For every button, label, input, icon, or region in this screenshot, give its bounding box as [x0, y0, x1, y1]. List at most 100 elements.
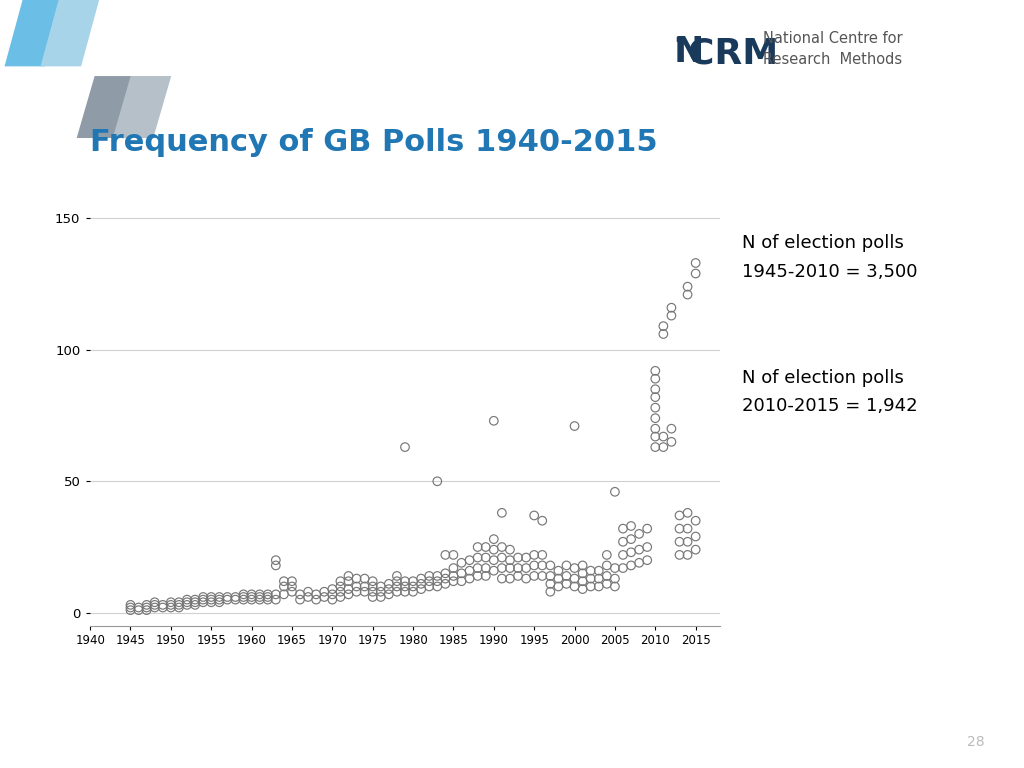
Point	[437, 578, 454, 590]
Point	[308, 588, 325, 601]
Point	[284, 581, 300, 593]
Point	[259, 588, 275, 601]
Point	[267, 588, 284, 601]
Point	[454, 557, 470, 569]
Point	[340, 570, 356, 582]
Text: 28: 28	[968, 735, 985, 749]
Point	[404, 581, 421, 593]
Point	[373, 591, 389, 603]
Point	[155, 599, 171, 611]
Point	[122, 604, 138, 616]
Point	[389, 570, 406, 582]
Point	[413, 572, 429, 584]
Point	[219, 594, 236, 606]
Point	[236, 591, 252, 603]
Point	[462, 554, 478, 566]
Point	[558, 570, 574, 582]
Point	[437, 568, 454, 580]
Point	[655, 320, 672, 333]
Point	[510, 570, 526, 582]
Point	[687, 515, 703, 527]
Point	[526, 509, 543, 521]
Point	[583, 564, 599, 577]
Point	[679, 535, 695, 548]
Point	[259, 594, 275, 606]
Point	[550, 572, 566, 584]
Point	[340, 575, 356, 588]
Point	[252, 594, 268, 606]
Point	[550, 581, 566, 593]
Point	[292, 594, 308, 606]
Point	[203, 591, 219, 603]
Point	[421, 581, 437, 593]
Point	[396, 585, 413, 598]
Point	[664, 422, 680, 435]
Point	[526, 549, 543, 561]
Point	[518, 562, 535, 574]
Point	[259, 591, 275, 603]
Point	[535, 549, 551, 561]
Point	[647, 365, 664, 377]
Point	[186, 594, 203, 606]
Point	[679, 280, 695, 293]
Point	[404, 575, 421, 588]
Point	[647, 383, 664, 396]
Point	[203, 594, 219, 606]
Point	[672, 522, 688, 535]
Point	[687, 531, 703, 543]
Point	[485, 564, 502, 577]
Point	[566, 572, 583, 584]
Point	[454, 568, 470, 580]
Point	[219, 591, 236, 603]
Point	[526, 559, 543, 571]
Point	[122, 601, 138, 614]
Point	[429, 475, 445, 488]
Point	[494, 507, 510, 519]
Point	[679, 549, 695, 561]
Text: 1945-2010 = 3,500: 1945-2010 = 3,500	[742, 263, 918, 280]
Point	[679, 289, 695, 301]
Point	[396, 441, 413, 453]
Point	[494, 541, 510, 553]
Point	[445, 575, 462, 588]
Point	[574, 575, 591, 588]
Point	[437, 572, 454, 584]
Point	[365, 585, 381, 598]
Point	[195, 594, 211, 606]
Point	[614, 549, 631, 561]
Point	[542, 570, 558, 582]
Polygon shape	[41, 0, 99, 66]
Point	[599, 570, 615, 582]
Point	[421, 575, 437, 588]
Point	[606, 562, 623, 574]
Point	[454, 575, 470, 588]
Point	[502, 554, 518, 566]
Point	[687, 544, 703, 556]
Point	[267, 554, 284, 566]
Point	[267, 559, 284, 571]
Point	[510, 551, 526, 564]
Point	[275, 588, 292, 601]
Point	[284, 575, 300, 588]
Point	[356, 572, 373, 584]
Point	[211, 594, 227, 606]
Point	[292, 588, 308, 601]
Point	[614, 562, 631, 574]
Point	[469, 541, 485, 553]
Point	[300, 585, 316, 598]
Point	[211, 596, 227, 608]
Point	[146, 599, 163, 611]
Point	[195, 596, 211, 608]
Point	[340, 588, 356, 601]
Point	[672, 535, 688, 548]
Point	[687, 257, 703, 269]
Point	[469, 562, 485, 574]
Point	[631, 557, 647, 569]
Point	[445, 562, 462, 574]
Point	[325, 594, 341, 606]
Point	[130, 601, 146, 614]
Point	[550, 564, 566, 577]
Point	[469, 570, 485, 582]
Point	[566, 420, 583, 432]
Point	[502, 572, 518, 584]
